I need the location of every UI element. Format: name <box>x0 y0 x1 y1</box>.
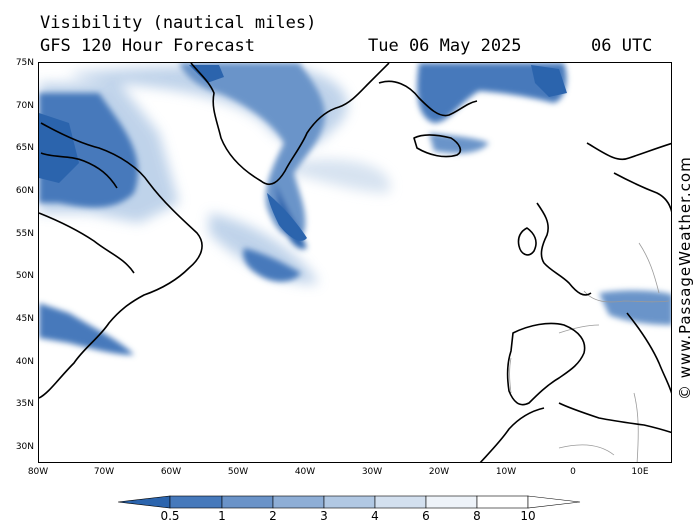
legend-swatch-8 <box>527 495 581 509</box>
lon-label-60w: 60W <box>160 467 182 477</box>
lon-label-0: 0 <box>570 467 576 477</box>
coastlines <box>39 63 671 462</box>
lon-label-50w: 50W <box>227 467 249 477</box>
legend-label-8: 8 <box>473 509 481 523</box>
lon-label-40w: 40W <box>294 467 316 477</box>
lat-label-65n: 65N <box>15 143 34 153</box>
legend-swatch-0 <box>117 495 171 509</box>
forecast-date: Tue 06 May 2025 <box>368 36 522 56</box>
visibility-shading <box>39 63 671 355</box>
legend-swatch-3 <box>272 495 325 509</box>
legend-label-4: 4 <box>371 509 379 523</box>
lat-label-55n: 55N <box>15 229 34 239</box>
lon-label-30w: 30W <box>361 467 383 477</box>
lat-label-75n: 75N <box>15 58 34 68</box>
legend-label-10: 10 <box>520 509 536 523</box>
lat-label-50n: 50N <box>15 271 34 281</box>
forecast-map <box>38 62 672 463</box>
map-title: Visibility (nautical miles) <box>40 13 317 33</box>
legend-label-3: 3 <box>320 509 328 523</box>
lat-label-35n: 35N <box>15 399 34 409</box>
forecast-subtitle: GFS 120 Hour Forecast <box>40 36 255 56</box>
visibility-map-svg <box>39 63 671 462</box>
legend-colorbar <box>117 495 581 509</box>
lat-label-40n: 40N <box>15 357 34 367</box>
legend-swatch-6 <box>425 495 478 509</box>
lat-label-45n: 45N <box>15 314 34 324</box>
legend-swatch-7 <box>476 495 529 509</box>
legend-swatch-2 <box>221 495 274 509</box>
lon-label-10w: 10W <box>495 467 517 477</box>
legend-label-1: 1 <box>218 509 226 523</box>
lat-label-70n: 70N <box>15 101 34 111</box>
lon-label-80w: 80W <box>27 467 49 477</box>
country-borders <box>509 242 670 462</box>
legend-label-0-5: 0.5 <box>160 509 180 523</box>
legend-label-6: 6 <box>422 509 430 523</box>
legend-swatch-5 <box>374 495 427 509</box>
legend-label-2: 2 <box>269 509 277 523</box>
forecast-time: 06 UTC <box>591 36 653 56</box>
legend-swatch-1 <box>169 495 223 509</box>
visibility-legend <box>117 494 582 513</box>
legend-swatch-4 <box>323 495 376 509</box>
lon-label-70w: 70W <box>93 467 115 477</box>
lon-label-10e: 10E <box>631 467 649 477</box>
lat-label-60n: 60N <box>15 186 34 196</box>
copyright-watermark: © www.PassageWeather.com <box>676 156 694 400</box>
lon-label-20w: 20W <box>428 467 450 477</box>
lat-label-30n: 30N <box>15 442 34 452</box>
